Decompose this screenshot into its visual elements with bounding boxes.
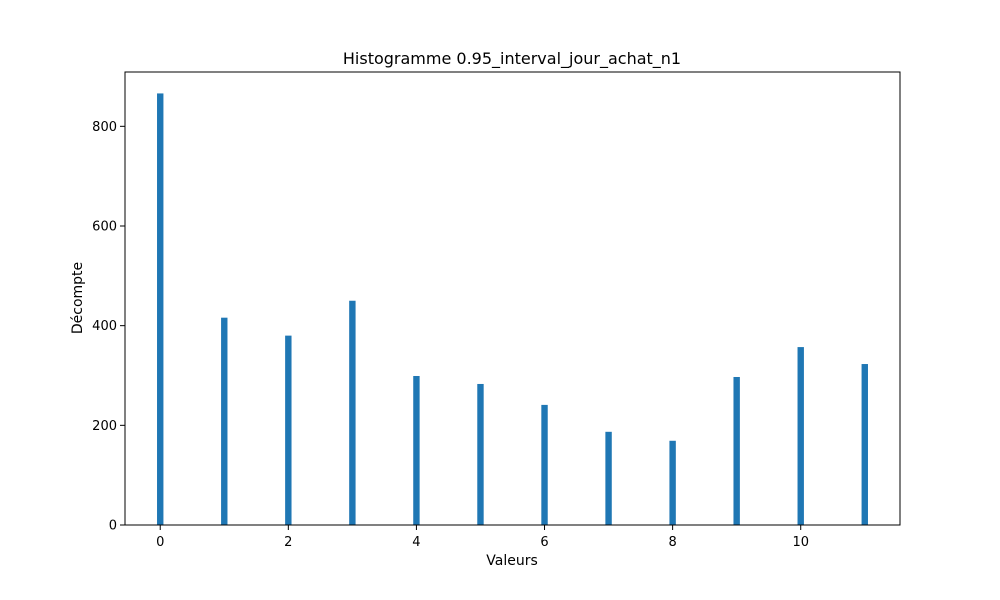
bar-3 [349,300,356,525]
y-tick-label: 400 [92,319,117,334]
bar-9 [733,376,740,525]
bar-8 [669,440,676,525]
chart-title: Histogramme 0.95_interval_jour_achat_n1 [343,49,681,69]
x-tick-label: 2 [284,535,292,550]
bar-7 [605,431,612,525]
x-tick-label: 0 [156,535,164,550]
y-axis-label: Décompte [70,262,86,334]
y-tick-label: 0 [109,519,117,534]
bar-2 [285,335,292,525]
y-tick-label: 600 [92,219,117,234]
bar-1 [221,317,228,525]
bar-6 [541,404,548,525]
bar-0 [157,93,164,525]
x-tick-label: 10 [792,535,809,550]
x-axis-ticks: 0 2 4 6 8 10 [156,525,809,550]
y-tick-label: 800 [92,120,117,135]
x-axis-label: Valeurs [486,553,538,569]
bars-group [157,93,868,525]
x-tick-label: 4 [412,535,420,550]
plot-frame [124,71,901,526]
x-tick-label: 8 [668,535,676,550]
y-tick-label: 200 [92,419,117,434]
y-axis-ticks: 0 200 400 600 800 [92,120,125,534]
x-tick-label: 6 [540,535,548,550]
bar-10 [797,347,804,525]
bar-4 [413,375,420,525]
bar-11 [861,364,868,525]
bar-5 [477,383,484,525]
